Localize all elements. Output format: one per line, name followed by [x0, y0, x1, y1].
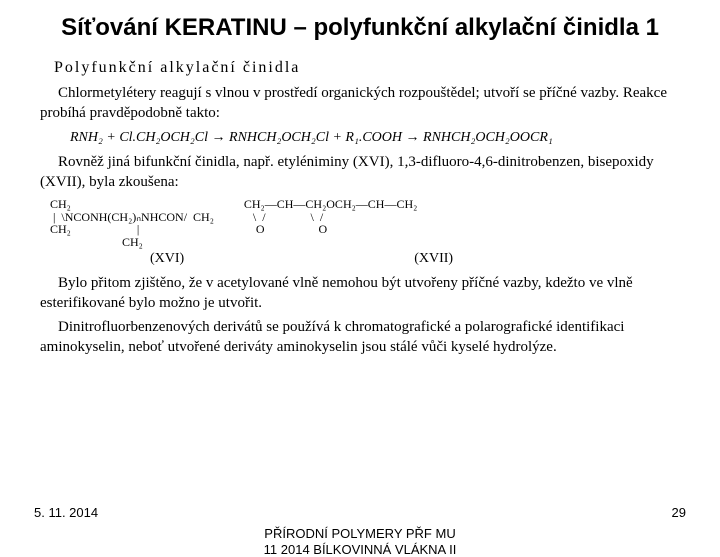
footer-page-number: 29 [672, 505, 686, 520]
footer-date: 5. 11. 2014 [34, 505, 98, 520]
paragraph-2: Rovněž jiná bifunkční činidla, např. ety… [40, 152, 688, 193]
structure-xvii: CH₂—CH—CH₂OCH₂—CH—CH₂ \ / \ / O O [244, 198, 417, 236]
label-xvi: (XVI) [150, 251, 184, 267]
footer-center: PŘÍRODNÍ POLYMERY PŘF MU 11 2014 BÍLKOVI… [0, 526, 720, 557]
structures-row: CH₂ | \NCONH(CH₂)ₙNHCON/ CH₂ CH₂ | CH₂ C… [50, 198, 688, 248]
footer-line2: 11 2014 BÍLKOVINNÁ VLÁKNA II [264, 542, 457, 557]
paragraph-4: Dinitrofluorbenzenových derivátů se použ… [40, 317, 688, 358]
page-title: Síťování KERATINU – polyfunkční alkylačn… [0, 0, 720, 51]
subheading: Polyfunkční alkylační činidla [54, 59, 688, 77]
structure-labels: (XVI) (XVII) [40, 251, 688, 267]
paragraph-1: Chlormetylétery reagují s vlnou v prostř… [40, 83, 688, 124]
structure-xvi: CH₂ | \NCONH(CH₂)ₙNHCON/ CH₂ CH₂ | CH₂ [50, 198, 214, 248]
label-xvii: (XVII) [414, 251, 453, 267]
content-body: Polyfunkční alkylační činidla Chlormetyl… [0, 59, 720, 357]
footer-line1: PŘÍRODNÍ POLYMERY PŘF MU [264, 526, 455, 541]
reaction-equation: RNH₂ + Cl.CH₂OCH₂Cl → RNHCH₂OCH₂Cl + R₁.… [70, 130, 688, 146]
paragraph-3: Bylo přitom zjištěno, že v acetylované v… [40, 273, 688, 314]
